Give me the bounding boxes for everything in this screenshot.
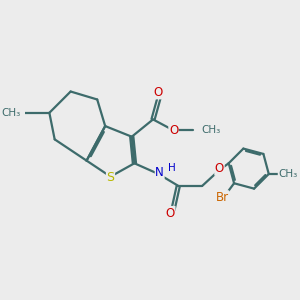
Text: H: H xyxy=(169,163,176,173)
Text: CH₃: CH₃ xyxy=(2,108,21,118)
Text: O: O xyxy=(166,206,175,220)
Text: Br: Br xyxy=(216,191,229,204)
Text: N: N xyxy=(155,166,164,179)
Text: O: O xyxy=(154,86,163,99)
Text: O: O xyxy=(169,124,178,136)
Text: O: O xyxy=(215,162,224,175)
Text: CH₃: CH₃ xyxy=(201,125,220,135)
Text: CH₃: CH₃ xyxy=(278,169,298,179)
Text: S: S xyxy=(106,171,115,184)
